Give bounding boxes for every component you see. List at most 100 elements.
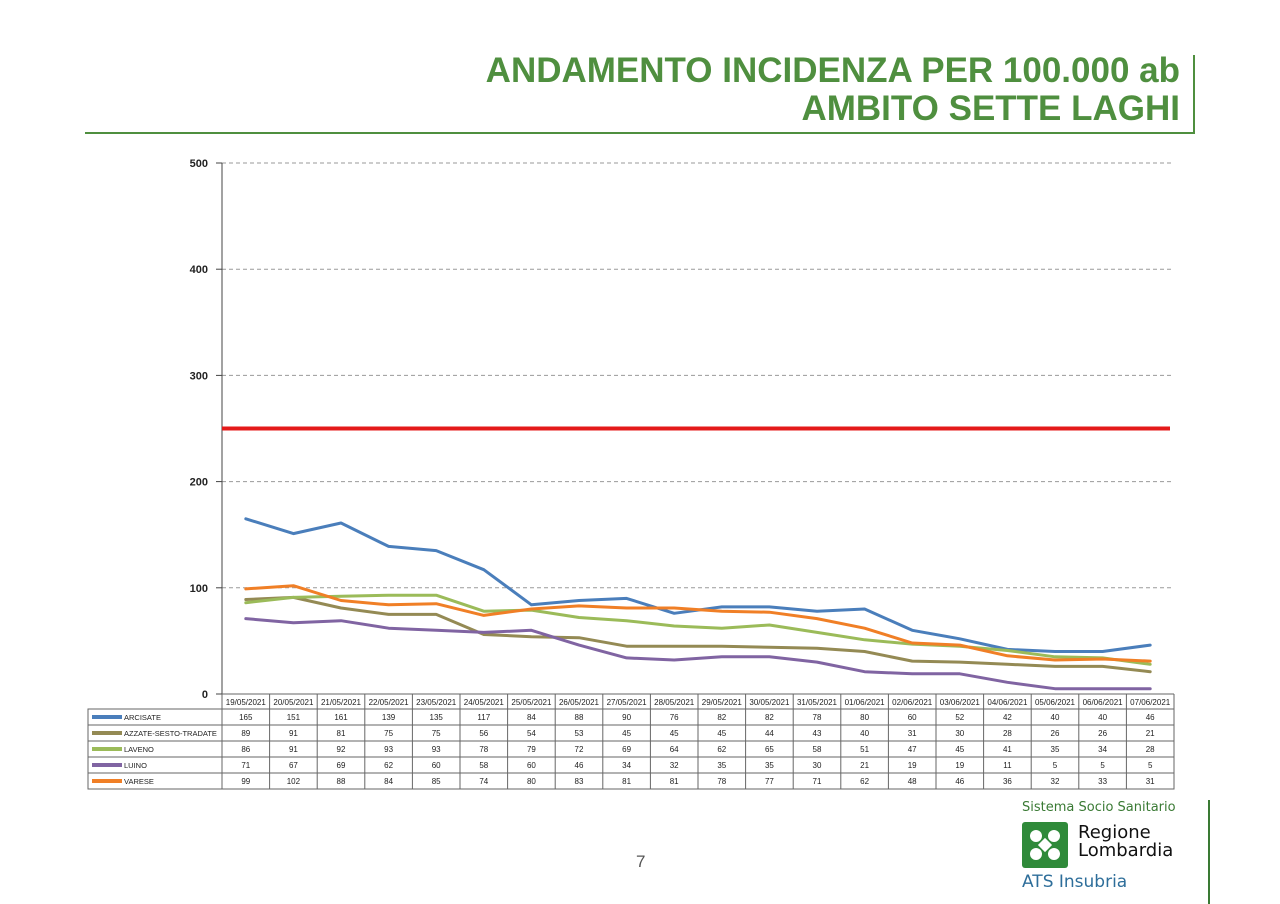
data-label-azzate-sesto-tradate: 75 — [432, 729, 441, 738]
data-label-arcisate: 165 — [239, 713, 253, 722]
legend-label-laveno: LAVENO — [124, 745, 154, 754]
legend-label-luino: LUINO — [124, 761, 147, 770]
y-tick-label-400: 400 — [190, 264, 208, 276]
data-label-laveno: 58 — [813, 745, 822, 754]
x-tick-label: 01/06/2021 — [845, 698, 886, 707]
brand-sistema-socio-sanitario: Sistema Socio Sanitario — [1022, 800, 1176, 815]
data-label-azzate-sesto-tradate: 45 — [622, 729, 631, 738]
data-label-varese: 74 — [479, 777, 488, 786]
title-line-1: ANDAMENTO INCIDENZA PER 100.000 ab — [485, 51, 1180, 90]
title-vertical-rule — [1193, 55, 1195, 133]
series-line-arcisate — [244, 517, 1152, 653]
title-line-2: AMBITO SETTE LAGHI — [801, 89, 1180, 128]
data-label-luino: 62 — [384, 761, 393, 770]
x-tick-label: 24/05/2021 — [464, 698, 505, 707]
data-label-varese: 83 — [575, 777, 584, 786]
y-tick-label-200: 200 — [190, 477, 208, 489]
data-label-varese: 36 — [1003, 777, 1012, 786]
data-label-luino: 67 — [289, 761, 298, 770]
data-label-varese: 85 — [432, 777, 441, 786]
data-label-azzate-sesto-tradate: 45 — [670, 729, 679, 738]
data-label-varese: 84 — [384, 777, 393, 786]
data-label-luino: 60 — [432, 761, 441, 770]
x-tick-label: 04/06/2021 — [987, 698, 1028, 707]
data-label-arcisate: 42 — [1003, 713, 1012, 722]
data-label-laveno: 91 — [289, 745, 298, 754]
data-label-azzate-sesto-tradate: 54 — [527, 729, 536, 738]
data-label-varese: 78 — [717, 777, 726, 786]
data-label-azzate-sesto-tradate: 91 — [289, 729, 298, 738]
brand-ats-insubria: ATS Insubria — [1022, 872, 1128, 892]
x-tick-label: 26/05/2021 — [559, 698, 600, 707]
data-label-luino: 21 — [860, 761, 869, 770]
data-label-arcisate: 52 — [955, 713, 964, 722]
data-label-laveno: 69 — [622, 745, 631, 754]
data-label-varese: 81 — [670, 777, 679, 786]
data-label-arcisate: 135 — [430, 713, 444, 722]
data-label-arcisate: 76 — [670, 713, 679, 722]
data-label-arcisate: 84 — [527, 713, 536, 722]
logo-region-name: Regione Lombardia — [1078, 824, 1173, 860]
data-label-luino: 19 — [908, 761, 917, 770]
x-tick-label: 28/05/2021 — [654, 698, 695, 707]
y-tick-label-300: 300 — [190, 370, 208, 382]
data-label-laveno: 72 — [575, 745, 584, 754]
data-label-varese: 48 — [908, 777, 917, 786]
data-label-laveno: 35 — [1051, 745, 1060, 754]
series-line-azzate-sesto-tradate — [244, 595, 1152, 674]
footer-vertical-rule — [1208, 800, 1210, 904]
data-label-luino: 11 — [1003, 761, 1012, 770]
data-label-azzate-sesto-tradate: 43 — [813, 729, 822, 738]
data-label-arcisate: 82 — [765, 713, 774, 722]
x-tick-label: 25/05/2021 — [511, 698, 552, 707]
data-label-laveno: 51 — [860, 745, 869, 754]
data-label-luino: 19 — [955, 761, 964, 770]
data-label-laveno: 62 — [717, 745, 726, 754]
data-label-azzate-sesto-tradate: 28 — [1003, 729, 1012, 738]
data-label-laveno: 45 — [955, 745, 964, 754]
data-label-luino: 69 — [337, 761, 346, 770]
data-label-azzate-sesto-tradate: 44 — [765, 729, 774, 738]
series-line-varese — [244, 584, 1152, 663]
data-label-luino: 5 — [1100, 761, 1105, 770]
data-label-luino: 60 — [527, 761, 536, 770]
data-label-arcisate: 80 — [860, 713, 869, 722]
x-tick-label: 02/06/2021 — [892, 698, 933, 707]
legend-label-arcisate: ARCISATE — [124, 713, 161, 722]
data-label-varese: 80 — [527, 777, 536, 786]
data-label-azzate-sesto-tradate: 26 — [1098, 729, 1107, 738]
data-label-laveno: 64 — [670, 745, 679, 754]
title-horizontal-rule — [85, 132, 1195, 134]
data-label-luino: 35 — [765, 761, 774, 770]
logo-line-2: Lombardia — [1078, 840, 1174, 861]
y-tick-label-0: 0 — [202, 689, 208, 701]
legend-label-azzate-sesto-tradate: AZZATE-SESTO-TRADATE — [124, 729, 217, 738]
data-label-azzate-sesto-tradate: 30 — [955, 729, 964, 738]
data-label-laveno: 47 — [908, 745, 917, 754]
logo-line-1: Regione — [1078, 822, 1151, 843]
data-label-arcisate: 88 — [575, 713, 584, 722]
data-label-luino: 5 — [1148, 761, 1153, 770]
data-label-azzate-sesto-tradate: 26 — [1051, 729, 1060, 738]
data-label-varese: 33 — [1098, 777, 1107, 786]
data-label-laveno: 93 — [432, 745, 441, 754]
data-label-arcisate: 139 — [382, 713, 396, 722]
data-label-arcisate: 40 — [1098, 713, 1107, 722]
data-label-arcisate: 90 — [622, 713, 631, 722]
data-label-varese: 32 — [1051, 777, 1060, 786]
data-label-laveno: 86 — [241, 745, 250, 754]
series-line-luino — [244, 617, 1152, 691]
data-label-varese: 46 — [955, 777, 964, 786]
data-label-arcisate: 40 — [1051, 713, 1060, 722]
x-tick-label: 29/05/2021 — [702, 698, 743, 707]
data-label-arcisate: 117 — [477, 713, 490, 722]
data-label-laveno: 92 — [337, 745, 346, 754]
series-line-laveno — [244, 593, 1152, 666]
data-label-arcisate: 46 — [1146, 713, 1155, 722]
data-label-azzate-sesto-tradate: 53 — [575, 729, 584, 738]
data-label-laveno: 79 — [527, 745, 536, 754]
data-label-luino: 30 — [813, 761, 822, 770]
data-label-varese: 88 — [337, 777, 346, 786]
data-label-azzate-sesto-tradate: 75 — [384, 729, 393, 738]
regione-lombardia-logo-icon — [1022, 822, 1068, 868]
